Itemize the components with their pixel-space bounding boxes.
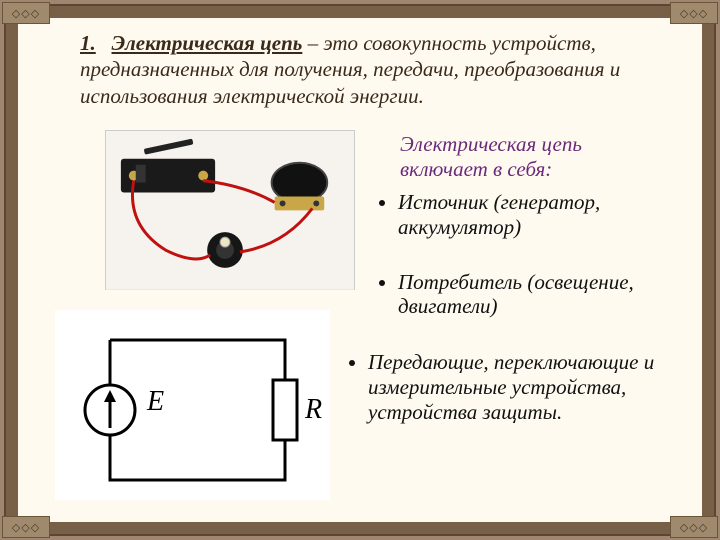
bullet-list-top: Источник (генератор, аккумулятор) Потреб…	[380, 190, 675, 349]
corner-ornament-tl: ◇◇◇	[2, 2, 50, 24]
subheading: Электрическая цепь включает в себя:	[400, 132, 670, 182]
heading: 1. Электрическая цепь – это совокупность…	[80, 30, 660, 109]
diagram-label-e: E	[146, 386, 164, 417]
bullet-list-bottom: Передающие, переключающие и измерительны…	[350, 350, 675, 424]
heading-number: 1.	[80, 31, 96, 55]
bullet-1: Источник (генератор, аккумулятор)	[398, 190, 675, 240]
corner-ornament-tr: ◇◇◇	[670, 2, 718, 24]
slide: ◇◇◇ ◇◇◇ ◇◇◇ ◇◇◇ 1. Электрическая цепь – …	[0, 0, 720, 540]
bullet-3: Передающие, переключающие и измерительны…	[368, 350, 675, 424]
circuit-photo-svg	[106, 131, 354, 290]
circuit-photo	[105, 130, 355, 290]
circuit-diagram-svg: E R	[55, 310, 330, 500]
bullet-2: Потребитель (освещение, двигатели)	[398, 270, 675, 320]
circuit-diagram: E R	[55, 310, 330, 500]
corner-ornament-bl: ◇◇◇	[2, 516, 50, 538]
corner-ornament-br: ◇◇◇	[670, 516, 718, 538]
diagram-label-r: R	[304, 394, 322, 425]
heading-term: Электрическая цепь	[112, 31, 303, 55]
